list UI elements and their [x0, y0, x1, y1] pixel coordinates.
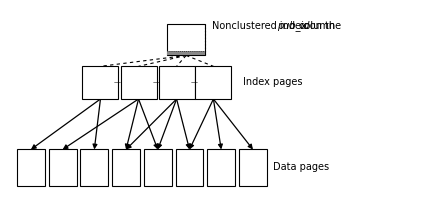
Text: —: — [190, 80, 197, 86]
Bar [167, 24, 205, 55]
Bar [167, 51, 205, 55]
Bar [176, 149, 203, 186]
Bar [195, 66, 231, 99]
Text: —: — [152, 80, 159, 86]
Text: Data pages: Data pages [273, 162, 329, 172]
Bar [159, 66, 195, 99]
Bar [239, 149, 267, 186]
Text: —: — [114, 80, 121, 86]
Bar [112, 149, 140, 186]
Bar [121, 66, 157, 99]
Text: pub_id: pub_id [277, 20, 310, 31]
Text: Nonclustered index on the: Nonclustered index on the [212, 21, 347, 31]
Text: column: column [296, 21, 335, 31]
Bar [80, 149, 108, 186]
Bar [144, 149, 172, 186]
Bar [17, 149, 45, 186]
Text: Index pages: Index pages [243, 77, 303, 87]
Bar [207, 149, 235, 186]
Bar [82, 66, 118, 99]
Bar [49, 149, 77, 186]
